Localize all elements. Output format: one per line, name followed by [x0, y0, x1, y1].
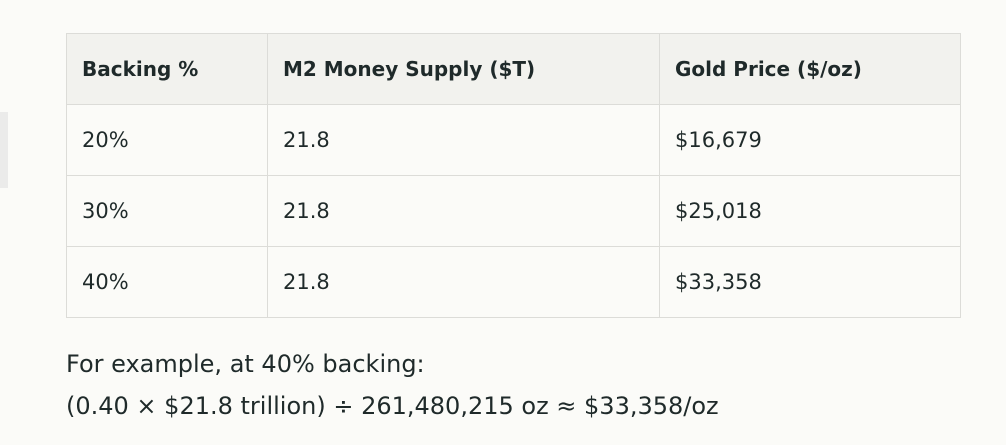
text-line: For example, at 40% backing: — [66, 350, 425, 378]
header-cell: M2 Money Supply ($T) — [267, 33, 660, 105]
header-cell: Gold Price ($/oz) — [659, 33, 961, 105]
table-cell: 21.8 — [267, 104, 660, 176]
text-line: (0.40 × $21.8 trillion) ÷ 261,480,215 oz… — [66, 392, 719, 420]
table: Backing % M2 Money Supply ($T) Gold Price … — [66, 33, 961, 318]
table-cell: 30% — [66, 175, 268, 247]
table-cell: $25,018 — [659, 175, 961, 247]
header-cell: Backing % — [66, 33, 268, 105]
scrollbar — [0, 112, 8, 188]
header-row: Backing % M2 Money Supply ($T) Gold Price … — [66, 33, 961, 105]
table-cell: 21.8 — [267, 175, 660, 247]
table-row: 30% 21.8 $25,018 — [66, 175, 961, 247]
table-cell: 20% — [66, 104, 268, 176]
table-row: 20% 21.8 $16,679 — [66, 104, 961, 176]
table-cell: 40% — [66, 246, 268, 318]
table-cell: $16,679 — [659, 104, 961, 176]
explanation: For example, at 40% backing: (0.40 × $21.… — [66, 343, 719, 427]
table-row: 40% 21.8 $33,358 — [66, 246, 961, 318]
table-cell: 21.8 — [267, 246, 660, 318]
table-cell: $33,358 — [659, 246, 961, 318]
